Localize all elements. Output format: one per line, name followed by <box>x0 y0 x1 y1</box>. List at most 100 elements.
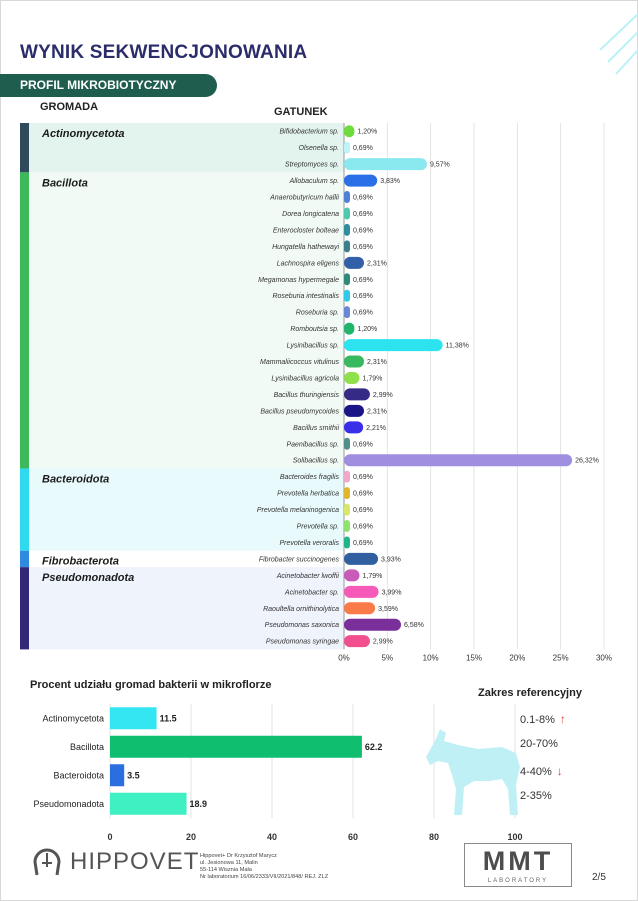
species-label: Roseburia sp. <box>296 310 339 317</box>
species-label: Lachnospira eligens <box>277 260 340 267</box>
species-value-label: 26,32% <box>575 458 599 465</box>
species-label: Bacillus smithii <box>293 425 339 432</box>
species-label: Olsenella sp. <box>299 145 340 152</box>
page-number: 2/5 <box>592 872 606 883</box>
species-bar <box>344 454 573 467</box>
species-value-label: 2,31% <box>367 359 387 366</box>
species-value-label: 0,69% <box>353 540 373 547</box>
species-bar <box>344 635 370 648</box>
species-label: Pseudomonas syringae <box>266 639 339 646</box>
reference-range-value: 0.1-8% <box>520 714 555 726</box>
species-value-label: 0,69% <box>353 145 373 152</box>
x-tick-label: 5% <box>382 653 394 662</box>
phylum-chart-title: Procent udziału gromad bakterii w mikrof… <box>30 679 272 691</box>
phylum-label: Fibrobacterota <box>42 556 119 568</box>
species-label: Dorea longicatena <box>282 211 339 218</box>
phylum-label: Bacteroidota <box>42 473 109 485</box>
species-label: Streptomyces sp. <box>285 162 339 169</box>
species-bar <box>344 503 350 516</box>
species-bar <box>344 158 427 171</box>
column-header-phylum: GROMADA <box>40 101 99 113</box>
microbiome-profile-chart: 0% 5% 10% 15% 20% 25% 30% Actinomycetota Bifidob… <box>20 123 612 662</box>
species-value-label: 2,99% <box>373 639 393 646</box>
mmt-laboratory-logo: MMT LABORATORY <box>464 843 572 887</box>
address-line: ul. Jesionowa 11, Malin <box>200 860 258 866</box>
species-value-label: 1,79% <box>363 573 383 580</box>
group-color-strip <box>20 468 29 551</box>
species-value-label: 2,31% <box>367 260 387 267</box>
species-value-label: 0,69% <box>353 277 373 284</box>
species-label: Bacillus thuringiensis <box>274 392 340 399</box>
species-label: Prevotella sp. <box>297 524 339 531</box>
x-tick-label: 20% <box>509 653 525 662</box>
species-value-label: 0,69% <box>353 211 373 218</box>
species-bar <box>344 355 365 368</box>
species-label: Lysinibacillus agricola <box>271 375 339 382</box>
species-value-label: 0,69% <box>353 474 373 481</box>
group-band <box>29 567 344 650</box>
phylum-label: Bacillota <box>42 177 88 189</box>
species-value-label: 0,69% <box>353 441 373 448</box>
species-label: Acinetobacter lwoffii <box>276 573 340 580</box>
x-tick-label: 15% <box>466 653 482 662</box>
species-bar <box>344 256 365 269</box>
group-color-strip <box>20 172 29 469</box>
species-label: Bacillus pseudomycoides <box>260 408 339 415</box>
species-value-label: 0,69% <box>353 524 373 531</box>
group-band <box>29 123 344 173</box>
species-value-label: 1,20% <box>357 129 377 136</box>
species-bar <box>344 125 355 138</box>
species-label: Prevotella veroralis <box>279 540 339 547</box>
species-label: Pseudomonas saxonica <box>265 622 339 629</box>
reference-range-value: 20-70% <box>520 738 558 750</box>
reference-row-bacteroidota: 4-40% ↓ <box>520 764 610 778</box>
species-bar <box>344 240 350 253</box>
species-bar <box>344 191 350 204</box>
horse-silhouette-icon <box>426 729 520 815</box>
species-label: Prevotella melaninogenica <box>257 507 339 514</box>
species-bar <box>344 602 376 615</box>
species-value-label: 0,69% <box>353 195 373 202</box>
species-label: Bifidobacterium sp. <box>279 129 339 136</box>
reference-row-actinomycetota: 0.1-8% ↑ <box>520 712 610 726</box>
address-line: Nr laboratorium 16/06/2333/VII/2021/848/… <box>200 874 329 880</box>
species-bar <box>344 322 355 335</box>
species-value-label: 11,38% <box>446 343 469 350</box>
species-value-label: 3,93% <box>381 556 401 563</box>
species-label: Lysinibacillus sp. <box>287 343 339 350</box>
species-label: Fibrobacter succinogenes <box>259 556 340 563</box>
species-value-label: 1,20% <box>357 326 377 333</box>
species-bar <box>344 289 350 302</box>
species-label: Anaerobutyricum hallii <box>269 195 339 202</box>
mmt-logo-text: MMT <box>482 846 554 876</box>
x-tick-label: 10% <box>423 653 439 662</box>
species-value-label: 0,69% <box>353 310 373 317</box>
species-bar <box>344 421 364 434</box>
species-bar <box>344 536 350 549</box>
reference-range-value: 2-35% <box>520 790 552 802</box>
species-bar <box>344 174 378 187</box>
species-value-label: 0,69% <box>353 227 373 234</box>
species-label: Mammaliicoccus vitulinus <box>260 359 339 366</box>
species-bar <box>344 618 402 631</box>
group-color-strip <box>20 550 29 568</box>
group-band <box>29 550 344 568</box>
section-label: PROFIL MIKROBIOTYCZNY <box>0 74 217 97</box>
species-label: Acinetobacter sp. <box>284 589 339 596</box>
species-label: Megamonas hypermegale <box>258 277 339 284</box>
brand-name: HIPPOVET <box>70 848 200 875</box>
reference-range-value: 4-40% <box>520 766 552 778</box>
species-label: Raoultella ornithinolytica <box>263 606 339 613</box>
species-value-label: 0,69% <box>353 491 373 498</box>
species-value-label: 0,69% <box>353 244 373 251</box>
species-bar <box>344 585 379 598</box>
species-label: Prevotella herbatica <box>277 491 339 498</box>
species-value-label: 1,79% <box>363 375 383 382</box>
species-value-label: 2,99% <box>373 392 393 399</box>
species-value-label: 2,31% <box>367 408 387 415</box>
species-value-label: 3,99% <box>382 589 402 596</box>
group-band <box>29 468 344 551</box>
species-bar <box>344 273 350 286</box>
x-tick-label: 0% <box>338 653 350 662</box>
phylum-label: Actinomycetota <box>41 128 125 140</box>
